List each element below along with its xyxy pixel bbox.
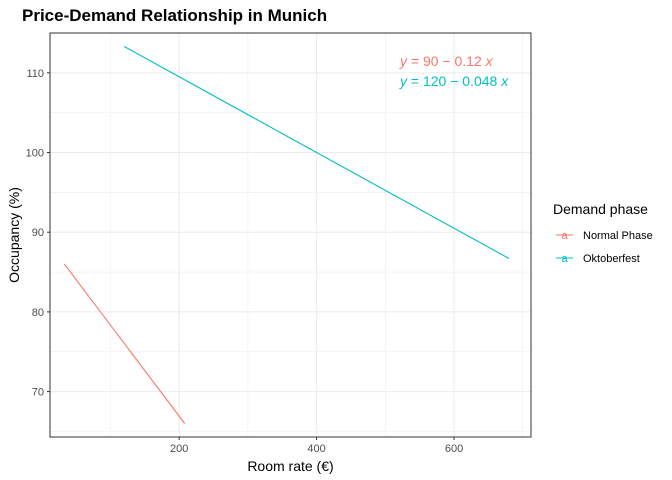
legend-label: Normal Phase xyxy=(583,230,653,242)
x-axis-ticks: 200 400 600 xyxy=(170,437,463,455)
equation-annotation: y = 90 − 0.12 x xyxy=(399,53,494,69)
chart-title: Price-Demand Relationship in Munich xyxy=(22,6,327,25)
series-lines xyxy=(63,46,510,424)
legend-item: a Normal Phase xyxy=(556,230,653,242)
y-tick-label: 80 xyxy=(32,307,44,319)
y-axis-ticks: 70 80 90 100 110 xyxy=(26,68,50,399)
legend-item: a Oktoberfest xyxy=(556,253,640,265)
legend-title: Demand phase xyxy=(553,201,648,217)
legend-items: a Normal Phase a Oktoberfest xyxy=(556,230,653,265)
panel-border xyxy=(49,32,532,438)
y-axis-title: Occupancy (%) xyxy=(6,187,22,283)
y-tick-label: 100 xyxy=(26,148,44,160)
y-tick-label: 90 xyxy=(32,227,44,239)
legend-key-glyph: a xyxy=(561,253,568,265)
panel-background xyxy=(50,33,531,437)
y-tick-label: 70 xyxy=(32,387,44,399)
legend: Demand phase a Normal Phase a Oktoberfest xyxy=(553,201,653,265)
x-tick-label: 400 xyxy=(307,443,325,455)
series-line-oktoberfest xyxy=(123,46,510,259)
x-tick-label: 200 xyxy=(170,443,188,455)
equation-annotations: y = 90 − 0.12 x y = 120 − 0.048 x xyxy=(399,53,509,89)
legend-key-glyph: a xyxy=(561,230,568,242)
y-tick-label: 110 xyxy=(26,68,44,80)
x-axis-title: Room rate (€) xyxy=(247,458,333,474)
x-tick-label: 600 xyxy=(445,443,463,455)
legend-label: Oktoberfest xyxy=(583,253,640,265)
equation-annotation: y = 120 − 0.048 x xyxy=(399,73,509,89)
plot-panel: y = 90 − 0.12 x y = 120 − 0.048 x xyxy=(49,32,532,438)
major-gridlines xyxy=(50,33,531,437)
series-line-normal-phase xyxy=(63,263,186,424)
